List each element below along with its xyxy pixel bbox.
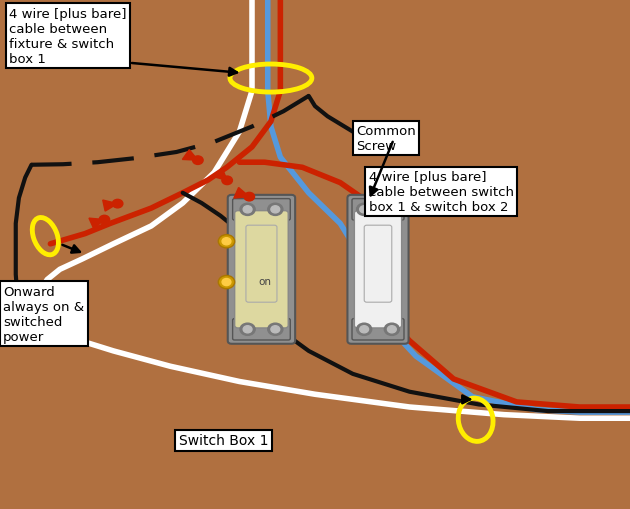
Circle shape (222, 177, 232, 185)
Circle shape (222, 238, 231, 245)
Circle shape (357, 324, 372, 336)
FancyBboxPatch shape (364, 226, 392, 302)
Circle shape (218, 235, 234, 248)
Text: on: on (258, 276, 271, 286)
FancyBboxPatch shape (234, 211, 289, 328)
Circle shape (271, 206, 280, 213)
Circle shape (360, 326, 369, 333)
FancyBboxPatch shape (246, 226, 277, 302)
Circle shape (384, 204, 399, 216)
Circle shape (193, 157, 203, 165)
Circle shape (240, 324, 255, 336)
Text: Onward
always on &
switched
power: Onward always on & switched power (3, 285, 84, 343)
FancyBboxPatch shape (348, 195, 408, 344)
Circle shape (268, 324, 283, 336)
Polygon shape (183, 150, 198, 161)
Circle shape (112, 200, 123, 209)
Text: 4 wire [plus bare]
cable between switch
box 1 & switch box 2: 4 wire [plus bare] cable between switch … (369, 171, 513, 213)
FancyBboxPatch shape (232, 199, 290, 220)
Text: Common
Screw: Common Screw (356, 125, 416, 153)
Circle shape (387, 326, 396, 333)
Polygon shape (103, 201, 118, 212)
FancyBboxPatch shape (352, 319, 404, 341)
Circle shape (360, 206, 369, 213)
FancyBboxPatch shape (232, 319, 290, 341)
Circle shape (384, 324, 399, 336)
Circle shape (240, 204, 255, 216)
Text: 4 wire [plus bare]
cable between
fixture & switch
box 1: 4 wire [plus bare] cable between fixture… (9, 8, 127, 66)
Polygon shape (89, 219, 105, 229)
Circle shape (268, 204, 283, 216)
Polygon shape (212, 169, 227, 181)
Circle shape (271, 326, 280, 333)
Circle shape (387, 206, 396, 213)
Circle shape (243, 206, 252, 213)
Circle shape (99, 216, 110, 224)
Circle shape (357, 204, 372, 216)
Text: Switch Box 1: Switch Box 1 (179, 433, 268, 447)
Polygon shape (234, 188, 249, 199)
FancyBboxPatch shape (354, 211, 402, 328)
Circle shape (244, 193, 255, 202)
Circle shape (218, 276, 234, 289)
FancyBboxPatch shape (228, 195, 295, 344)
Circle shape (243, 326, 252, 333)
Circle shape (222, 279, 231, 286)
FancyBboxPatch shape (352, 199, 404, 220)
